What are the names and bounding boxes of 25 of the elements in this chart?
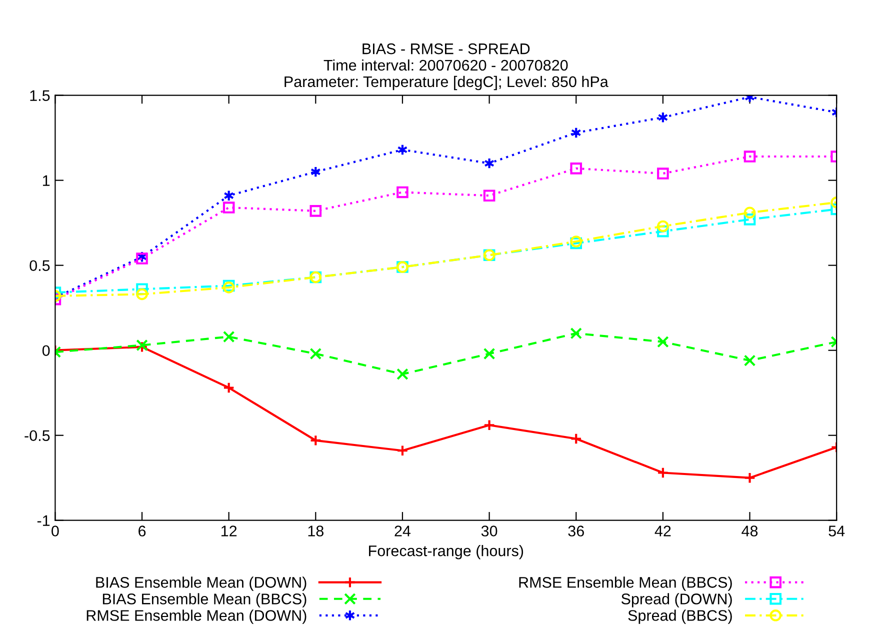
y-tick-label: 0 [42,345,50,356]
x-tick-label: 24 [394,526,411,536]
y-tick-label: 1 [42,175,50,186]
x-tick-label: 12 [222,526,237,536]
legend-label: BIAS Ensemble Mean (DOWN) [96,576,306,591]
x-tick-label: 54 [828,526,845,536]
y-tick-label: -0.5 [24,430,50,442]
y-tick-label: 0.5 [30,260,50,272]
x-tick-label: 6 [138,526,146,536]
chart-title: BIAS - RMSE - SPREAD [362,43,530,54]
y-tick-label: 1.5 [30,90,50,101]
x-tick-label: 0 [52,526,59,536]
chart-subtitle: Time interval: 20070620 - 20070820 Parameter: Temperature [degC]; Level: 850 hPa [284,59,608,90]
x-tick-label: 36 [568,526,584,536]
x-tick-label: 18 [308,526,324,536]
legend-label: Spread (DOWN) [621,593,732,608]
legend-label: RMSE Ensemble Mean (BBCS) [519,576,732,591]
x-tick-label: 42 [654,526,671,536]
legend-label: BIAS Ensemble Mean (BBCS) [102,593,306,608]
legend-label: Spread (BBCS) [628,610,732,624]
legend-label: RMSE Ensemble Mean (DOWN) [86,610,306,624]
x-axis-title: Forecast-range (hours) [369,545,524,560]
x-tick-label: 48 [742,526,758,536]
x-tick-label: 30 [481,526,498,536]
y-tick-label: -1 [37,515,50,526]
